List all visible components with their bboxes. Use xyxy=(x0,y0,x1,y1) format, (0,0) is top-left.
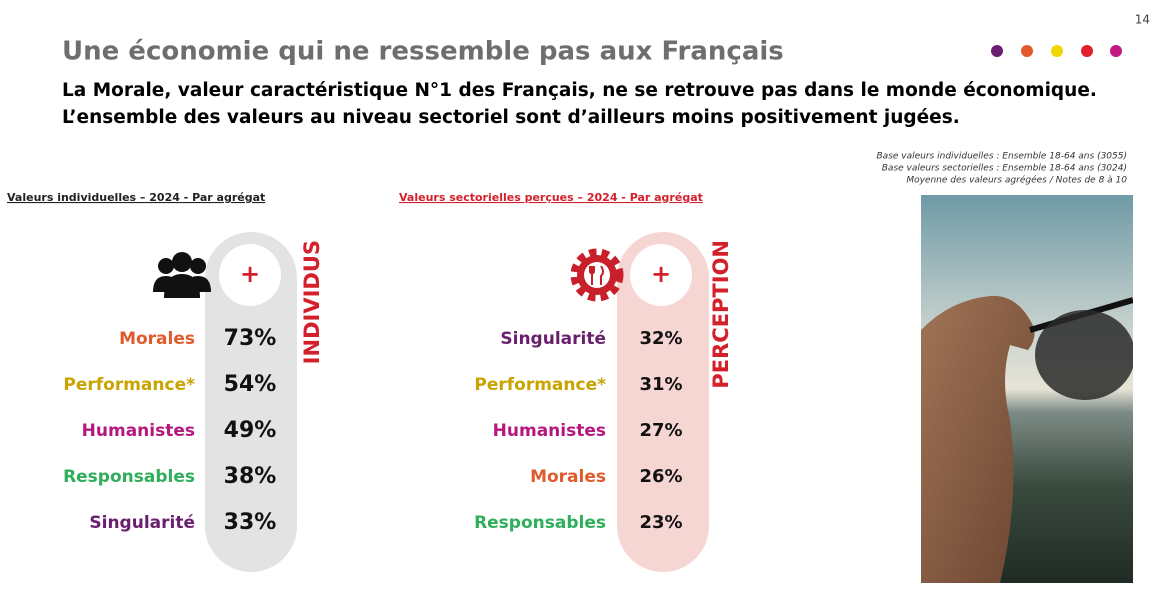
row-value: 73% xyxy=(224,326,277,351)
vertical-label: PERCEPTION xyxy=(709,240,733,389)
panel-heading: Valeurs sectorielles perçues – 2024 - Pa… xyxy=(399,191,703,204)
badge-circle xyxy=(630,244,692,306)
vertical-label: INDIVIDUS xyxy=(300,240,324,364)
note: Moyenne des valeurs agrégées / Notes de … xyxy=(906,175,1127,186)
note: Base valeurs individuelles : Ensemble 18… xyxy=(877,152,1128,162)
row-label: Morales xyxy=(119,329,195,349)
row-value: 49% xyxy=(224,418,277,443)
brand-dots xyxy=(991,45,1122,57)
row-value: 31% xyxy=(639,374,682,395)
row-label: Humanistes xyxy=(82,421,195,441)
page-number: 14 xyxy=(1135,13,1150,27)
badge: + xyxy=(240,260,260,288)
row-value: 26% xyxy=(639,466,682,487)
pill xyxy=(205,232,297,572)
panel-heading: Valeurs individuelles – 2024 - Par agrég… xyxy=(7,191,265,204)
row-value: 38% xyxy=(224,464,277,489)
row-label: Responsables xyxy=(63,467,195,487)
title: Une économie qui ne ressemble pas aux Fr… xyxy=(62,37,784,67)
people-icon xyxy=(153,252,211,298)
row-value: 32% xyxy=(639,328,682,349)
row-label: Performance* xyxy=(63,375,195,395)
row-value: 23% xyxy=(639,512,682,533)
subtitle: L’ensemble des valeurs au niveau sectori… xyxy=(62,107,960,128)
subtitle: La Morale, valeur caractéristique N°1 de… xyxy=(62,80,1097,101)
row-value: 27% xyxy=(639,420,682,441)
row-value: 33% xyxy=(224,510,277,535)
row-value: 54% xyxy=(224,372,277,397)
row-label: Responsables xyxy=(474,513,606,533)
photo xyxy=(921,195,1133,583)
row-label: Singularité xyxy=(500,329,606,349)
row-label: Humanistes xyxy=(493,421,606,441)
note: Base valeurs sectorielles : Ensemble 18-… xyxy=(882,164,1127,174)
gear-icon xyxy=(570,248,624,302)
badge-circle xyxy=(219,244,281,306)
row-label: Morales xyxy=(530,467,606,487)
row-label: Performance* xyxy=(474,375,606,395)
row-label: Singularité xyxy=(89,513,195,533)
badge: + xyxy=(651,260,671,288)
pill xyxy=(617,232,709,572)
